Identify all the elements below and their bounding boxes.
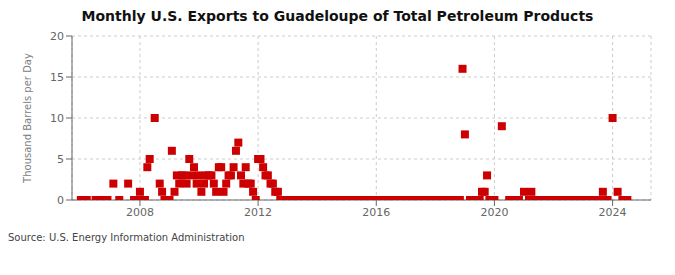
html-text:Source: U.S. Energy Informatio: Source: U.S. Energy Information Administ… xyxy=(8,232,245,243)
svg-text:Thousand Barrels per Day: Thousand Barrels per Day xyxy=(22,53,33,184)
svg-text:2020: 2020 xyxy=(480,206,508,219)
svg-text:5: 5 xyxy=(57,153,64,166)
svg-text:20: 20 xyxy=(50,30,64,43)
svg-text:2008: 2008 xyxy=(126,206,154,219)
svg-text:2012: 2012 xyxy=(244,206,272,219)
svg-text:10: 10 xyxy=(50,112,64,125)
svg-text:2024: 2024 xyxy=(599,206,627,219)
html-text:Monthly U.S. Exports to Guadel: Monthly U.S. Exports to Guadeloupe of To… xyxy=(81,8,594,24)
svg-text:0: 0 xyxy=(57,194,64,207)
svg-text:2016: 2016 xyxy=(362,206,390,219)
svg-text:15: 15 xyxy=(50,71,64,84)
